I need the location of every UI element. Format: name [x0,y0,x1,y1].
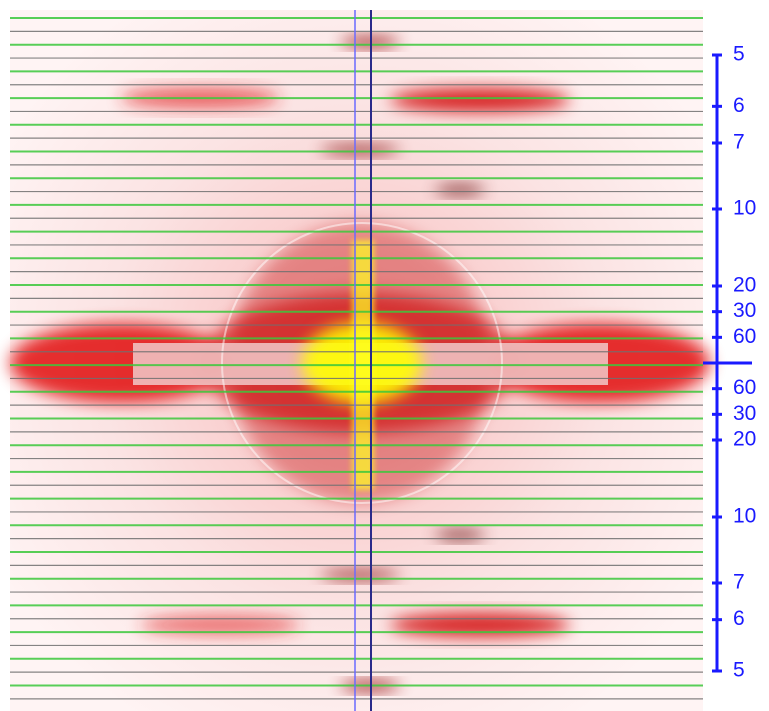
scale-label: 6 [733,607,745,630]
scale-label: 5 [733,659,745,682]
intensity-blob [435,185,485,195]
intensity-blob [390,613,570,637]
intensity-blob [320,145,400,155]
ring [221,222,503,504]
intensity-blob [140,615,300,635]
scale-label: 10 [733,197,756,220]
scale-label: 30 [733,299,756,322]
scale-label: 30 [733,402,756,425]
intensity-blob [390,88,570,112]
intensity-blob [320,570,400,580]
scale-label: 7 [733,571,745,594]
layer-lines [10,17,703,700]
scale-label: 10 [733,505,756,528]
intensity-blob [435,530,485,540]
scale-label: 6 [733,94,745,117]
scale-label: 5 [733,43,745,66]
scale-label: 20 [733,428,756,451]
scale-label: 60 [733,376,756,399]
scale-label: 20 [733,274,756,297]
scale-label: 7 [733,131,745,154]
scale-label: 60 [733,325,756,348]
